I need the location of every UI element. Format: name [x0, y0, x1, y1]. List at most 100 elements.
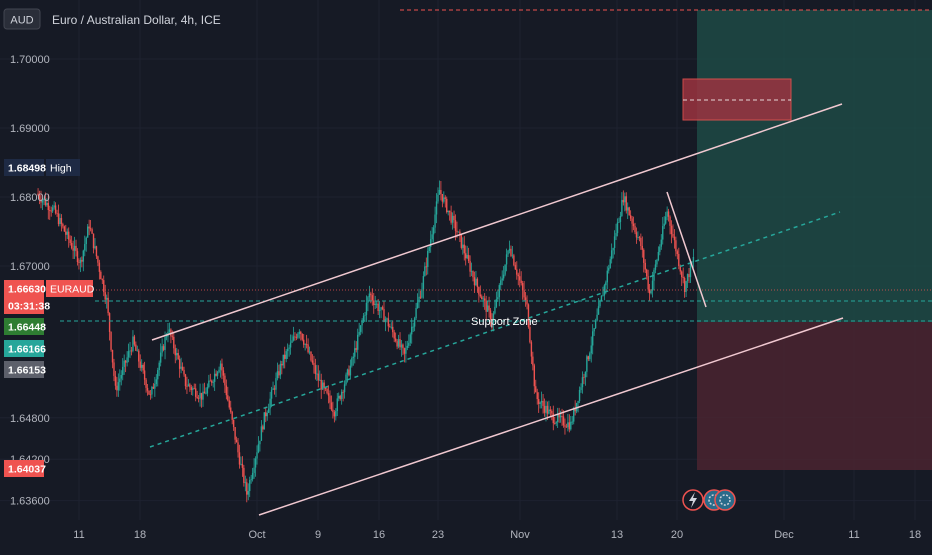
- candle-body: [615, 233, 617, 237]
- candle-body: [206, 387, 209, 394]
- candle-body: [486, 305, 489, 312]
- candle-body: [568, 422, 571, 430]
- candle-body: [351, 357, 353, 366]
- candle-body: [505, 254, 508, 265]
- candle-body: [664, 216, 667, 224]
- channel-lower-line[interactable]: [258, 317, 844, 516]
- price-label-mid[interactable]: 1.66153: [4, 361, 46, 378]
- candle-body: [76, 251, 79, 263]
- price-label-bg: [4, 340, 44, 357]
- candle-body: [589, 353, 591, 360]
- candle-body: [679, 265, 681, 272]
- candle-body: [625, 196, 627, 211]
- candle-body: [361, 321, 363, 326]
- candle-body: [300, 331, 302, 334]
- price-label-bg: [4, 318, 44, 335]
- candle-body: [349, 365, 352, 376]
- candle-body: [530, 342, 533, 357]
- candle-body: [51, 207, 54, 212]
- candle-body: [635, 232, 638, 238]
- lightning-icon[interactable]: [682, 489, 704, 511]
- price-label-support[interactable]: 1.66166: [4, 340, 46, 357]
- candle-body: [177, 353, 179, 360]
- candle-body: [235, 439, 238, 443]
- candle-body: [491, 321, 493, 324]
- candle-body: [247, 491, 249, 495]
- price-label-countdown[interactable]: 03:31:38: [4, 297, 50, 314]
- candle-body: [524, 297, 527, 301]
- trend-line-short[interactable]: [666, 191, 707, 308]
- stop-zone[interactable]: [697, 322, 932, 470]
- price-label-entry[interactable]: 1.66448: [4, 318, 46, 335]
- candle-body: [279, 363, 282, 376]
- candle-body: [412, 326, 414, 328]
- candle-body: [57, 213, 60, 225]
- candle-body: [444, 197, 446, 199]
- candle-body: [85, 237, 87, 245]
- candle-body: [688, 274, 690, 278]
- candle-body: [535, 386, 537, 393]
- candle-body: [305, 344, 308, 345]
- y-tick-label: 1.63600: [10, 496, 50, 508]
- candle-body: [462, 244, 464, 248]
- channel-upper-line[interactable]: [151, 103, 843, 341]
- target-zone[interactable]: [697, 10, 932, 322]
- candle-body: [68, 231, 70, 240]
- candle-body: [602, 295, 604, 297]
- channel-mid-line[interactable]: [149, 211, 841, 448]
- candle-body: [516, 269, 518, 275]
- candle-body: [396, 341, 398, 347]
- candle-body: [596, 314, 598, 321]
- candle-body: [381, 307, 384, 310]
- candle-body: [348, 369, 350, 376]
- candle-body: [662, 226, 664, 240]
- price-axis[interactable]: 1.700001.690001.680001.670001.648001.642…: [10, 54, 50, 508]
- candle-body: [527, 304, 530, 328]
- candle-body: [532, 356, 534, 366]
- candle-body: [584, 371, 587, 378]
- candle-body: [558, 414, 560, 418]
- candle-body: [669, 216, 671, 226]
- candle-body: [435, 201, 438, 215]
- currency-badge[interactable]: [3, 8, 41, 30]
- chart-icons: [682, 489, 736, 511]
- candle-body: [651, 280, 654, 291]
- candle-body: [105, 297, 108, 300]
- price-label-low[interactable]: 1.64037: [4, 460, 46, 477]
- candle-body: [552, 413, 554, 424]
- time-axis[interactable]: 11 18 Oct 9 16 23 Nov 13 20 Dec 11 18: [73, 529, 921, 541]
- candle-body: [157, 370, 159, 380]
- candle-body: [222, 370, 225, 376]
- candle-body: [678, 253, 680, 266]
- candle-body: [326, 389, 328, 394]
- candle-body: [501, 278, 503, 281]
- candle-body: [333, 412, 336, 417]
- candle-body: [416, 302, 419, 308]
- candle-body: [421, 289, 423, 298]
- candle-body: [511, 255, 514, 257]
- candle-body: [594, 320, 597, 329]
- candle-body: [240, 463, 242, 465]
- candle-body: [195, 388, 197, 397]
- x-tick-label: 16: [373, 529, 385, 541]
- candle-body: [265, 412, 267, 417]
- candle-body: [246, 482, 248, 495]
- candle-body: [429, 239, 432, 247]
- x-tick-label: Dec: [774, 529, 794, 541]
- price-label-high[interactable]: 1.68498 High: [4, 159, 80, 176]
- candle-body: [476, 278, 479, 288]
- candle-body: [546, 405, 549, 414]
- candle-body: [519, 276, 521, 281]
- candle-body: [548, 409, 550, 414]
- x-tick-label: Oct: [248, 529, 265, 541]
- candle-body: [675, 240, 677, 252]
- candle-body: [402, 344, 404, 349]
- candle-body: [622, 199, 625, 203]
- events-icon[interactable]: [714, 489, 736, 511]
- candle-body: [97, 256, 99, 263]
- price-label-current[interactable]: 1.66630 EURAUD: [4, 280, 95, 297]
- candle-body: [184, 374, 187, 387]
- candle-body: [72, 248, 74, 251]
